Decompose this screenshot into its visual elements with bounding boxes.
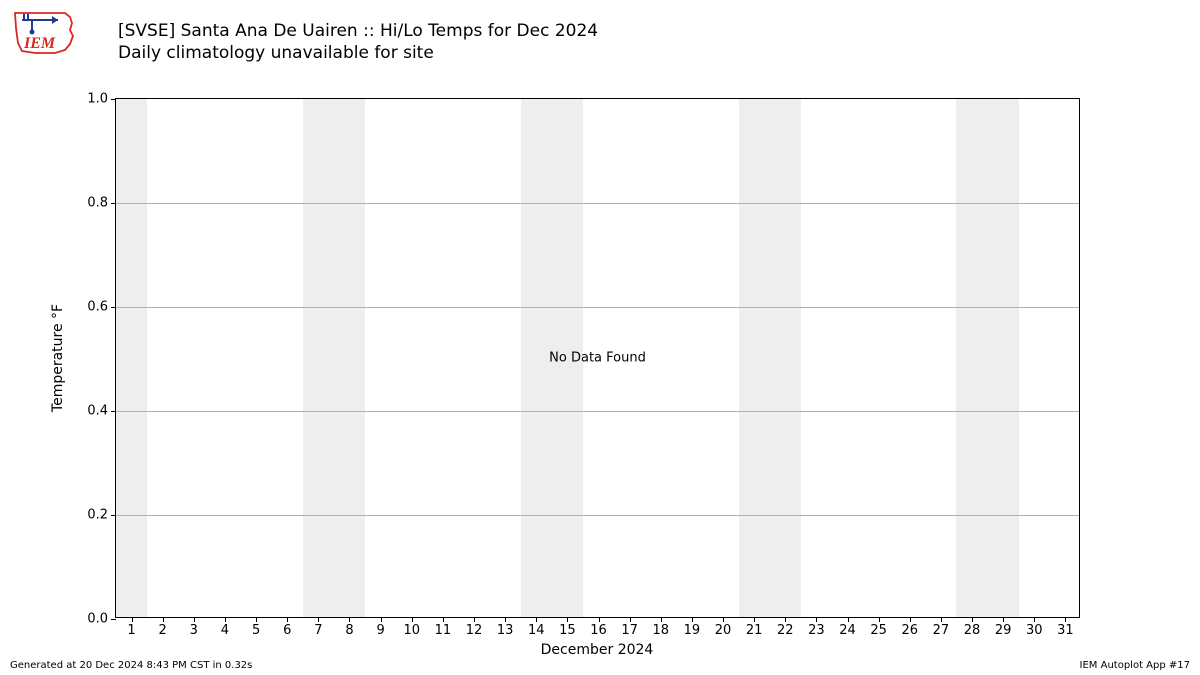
xtick-label: 6 bbox=[283, 623, 291, 638]
ytick-mark bbox=[111, 515, 116, 516]
ytick-mark bbox=[111, 203, 116, 204]
xtick-label: 22 bbox=[777, 623, 794, 638]
xtick-mark bbox=[661, 617, 662, 622]
xtick-mark bbox=[972, 617, 973, 622]
weekend-band bbox=[303, 99, 365, 617]
x-axis-label: December 2024 bbox=[541, 642, 654, 658]
xtick-label: 20 bbox=[715, 623, 732, 638]
xtick-mark bbox=[879, 617, 880, 622]
xtick-label: 1 bbox=[127, 623, 135, 638]
xtick-mark bbox=[754, 617, 755, 622]
xtick-label: 13 bbox=[497, 623, 514, 638]
xtick-label: 12 bbox=[466, 623, 483, 638]
xtick-mark bbox=[474, 617, 475, 622]
xtick-label: 2 bbox=[159, 623, 167, 638]
xtick-label: 28 bbox=[964, 623, 981, 638]
ytick-mark bbox=[111, 411, 116, 412]
xtick-mark bbox=[848, 617, 849, 622]
ytick-label: 0.6 bbox=[87, 300, 108, 315]
xtick-label: 16 bbox=[590, 623, 607, 638]
xtick-mark bbox=[723, 617, 724, 622]
xtick-mark bbox=[816, 617, 817, 622]
xtick-label: 29 bbox=[995, 623, 1012, 638]
ytick-label: 1.0 bbox=[87, 92, 108, 107]
no-data-text: No Data Found bbox=[549, 351, 646, 366]
xtick-mark bbox=[567, 617, 568, 622]
xtick-mark bbox=[412, 617, 413, 622]
gridline bbox=[116, 411, 1079, 412]
gridline bbox=[116, 307, 1079, 308]
ytick-mark bbox=[111, 619, 116, 620]
ytick-label: 0.0 bbox=[87, 612, 108, 627]
xtick-label: 8 bbox=[345, 623, 353, 638]
xtick-mark bbox=[225, 617, 226, 622]
xtick-label: 23 bbox=[808, 623, 825, 638]
xtick-mark bbox=[941, 617, 942, 622]
footer-generated: Generated at 20 Dec 2024 8:43 PM CST in … bbox=[10, 660, 252, 671]
xtick-label: 24 bbox=[839, 623, 856, 638]
xtick-mark bbox=[163, 617, 164, 622]
chart-title-line2: Daily climatology unavailable for site bbox=[118, 42, 598, 64]
xtick-label: 3 bbox=[190, 623, 198, 638]
xtick-label: 30 bbox=[1026, 623, 1043, 638]
xtick-mark bbox=[1065, 617, 1066, 622]
ytick-mark bbox=[111, 307, 116, 308]
xtick-label: 9 bbox=[376, 623, 384, 638]
xtick-mark bbox=[349, 617, 350, 622]
xtick-mark bbox=[505, 617, 506, 622]
chart-title-line1: [SVSE] Santa Ana De Uairen :: Hi/Lo Temp… bbox=[118, 20, 598, 42]
xtick-mark bbox=[132, 617, 133, 622]
weekend-band bbox=[739, 99, 801, 617]
plot-area: 0.00.20.40.60.81.0 123456789101112131415… bbox=[115, 98, 1080, 618]
ytick-label: 0.2 bbox=[87, 508, 108, 523]
xtick-label: 10 bbox=[403, 623, 420, 638]
gridline bbox=[116, 515, 1079, 516]
xtick-mark bbox=[443, 617, 444, 622]
xtick-label: 7 bbox=[314, 623, 322, 638]
ytick-label: 0.4 bbox=[87, 404, 108, 419]
xtick-label: 27 bbox=[933, 623, 950, 638]
xtick-label: 14 bbox=[528, 623, 545, 638]
xtick-mark bbox=[194, 617, 195, 622]
footer-app: IEM Autoplot App #17 bbox=[1080, 660, 1190, 671]
xtick-mark bbox=[287, 617, 288, 622]
xtick-label: 26 bbox=[902, 623, 919, 638]
xtick-mark bbox=[692, 617, 693, 622]
xtick-mark bbox=[256, 617, 257, 622]
xtick-mark bbox=[599, 617, 600, 622]
iem-logo: IEM bbox=[10, 8, 80, 58]
xtick-label: 31 bbox=[1057, 623, 1074, 638]
xtick-mark bbox=[910, 617, 911, 622]
xtick-label: 5 bbox=[252, 623, 260, 638]
xtick-label: 21 bbox=[746, 623, 763, 638]
xtick-label: 4 bbox=[221, 623, 229, 638]
xtick-mark bbox=[1003, 617, 1004, 622]
xtick-label: 17 bbox=[621, 623, 638, 638]
xtick-mark bbox=[1034, 617, 1035, 622]
xtick-label: 11 bbox=[435, 623, 452, 638]
ytick-label: 0.8 bbox=[87, 196, 108, 211]
xtick-mark bbox=[630, 617, 631, 622]
xtick-mark bbox=[785, 617, 786, 622]
xtick-mark bbox=[318, 617, 319, 622]
ytick-mark bbox=[111, 99, 116, 100]
weekend-band bbox=[956, 99, 1018, 617]
xtick-label: 15 bbox=[559, 623, 576, 638]
xtick-label: 19 bbox=[684, 623, 701, 638]
chart-title: [SVSE] Santa Ana De Uairen :: Hi/Lo Temp… bbox=[118, 20, 598, 64]
xtick-mark bbox=[536, 617, 537, 622]
xtick-label: 25 bbox=[870, 623, 887, 638]
xtick-label: 18 bbox=[652, 623, 669, 638]
y-axis-label: Temperature °F bbox=[50, 304, 66, 412]
xtick-mark bbox=[381, 617, 382, 622]
weekend-band bbox=[116, 99, 147, 617]
gridline bbox=[116, 203, 1079, 204]
svg-text:IEM: IEM bbox=[23, 35, 56, 52]
